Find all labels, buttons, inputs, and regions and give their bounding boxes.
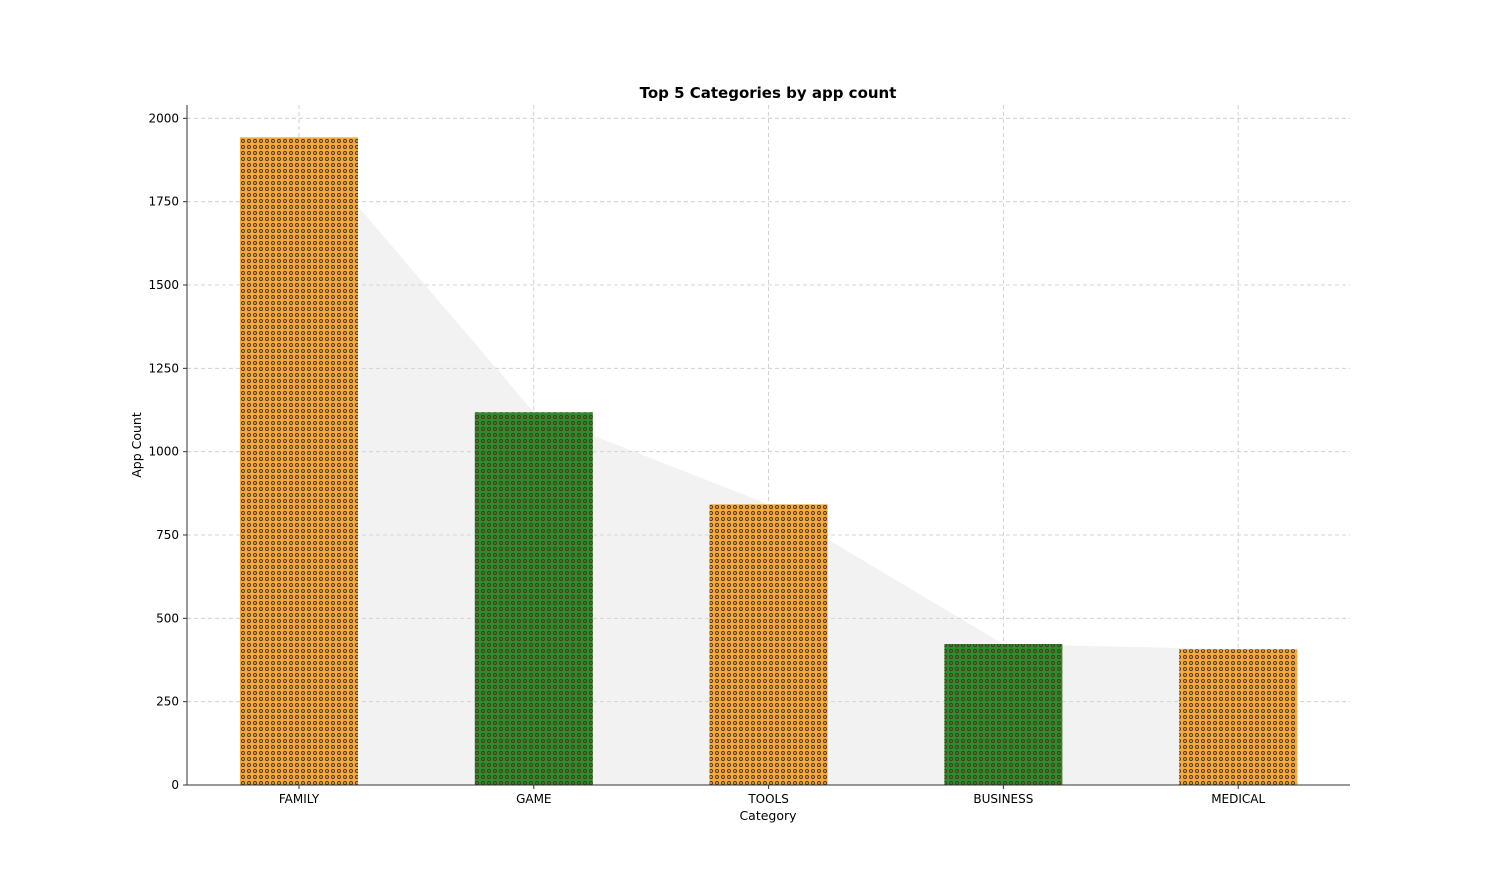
y-tick-label: 2000 (148, 111, 179, 125)
y-tick-label: 1500 (148, 278, 179, 292)
y-tick-label: 1000 (148, 445, 179, 459)
y-tick-label: 500 (156, 611, 179, 625)
y-axis-label: App Count (129, 412, 144, 478)
x-tick-label: GAME (516, 792, 551, 806)
bar-pattern-tools (709, 504, 828, 785)
bar-pattern-family (240, 137, 358, 786)
x-tick-label: TOOLS (747, 792, 789, 806)
y-tick-label: 1750 (148, 195, 179, 209)
y-tick-label: 0 (171, 778, 179, 792)
y-tick-label: 1250 (148, 361, 179, 375)
x-axis-label: Category (739, 808, 797, 823)
bars (240, 137, 1298, 786)
chart-title: Top 5 Categories by app count (640, 84, 897, 102)
bar-pattern-game (474, 412, 593, 785)
axes: 0 250 500 750 1000 1250 1500 1750 2000 FAMILY GAME… (148, 105, 1350, 806)
bar-pattern-medical (1179, 649, 1298, 785)
y-tick-label: 250 (156, 695, 179, 709)
bar-pattern-business (944, 644, 1063, 785)
x-tick-label: FAMILY (279, 792, 320, 806)
x-tick-label: MEDICAL (1211, 792, 1265, 806)
y-tick-label: 750 (156, 528, 179, 542)
x-tick-label: BUSINESS (973, 792, 1033, 806)
